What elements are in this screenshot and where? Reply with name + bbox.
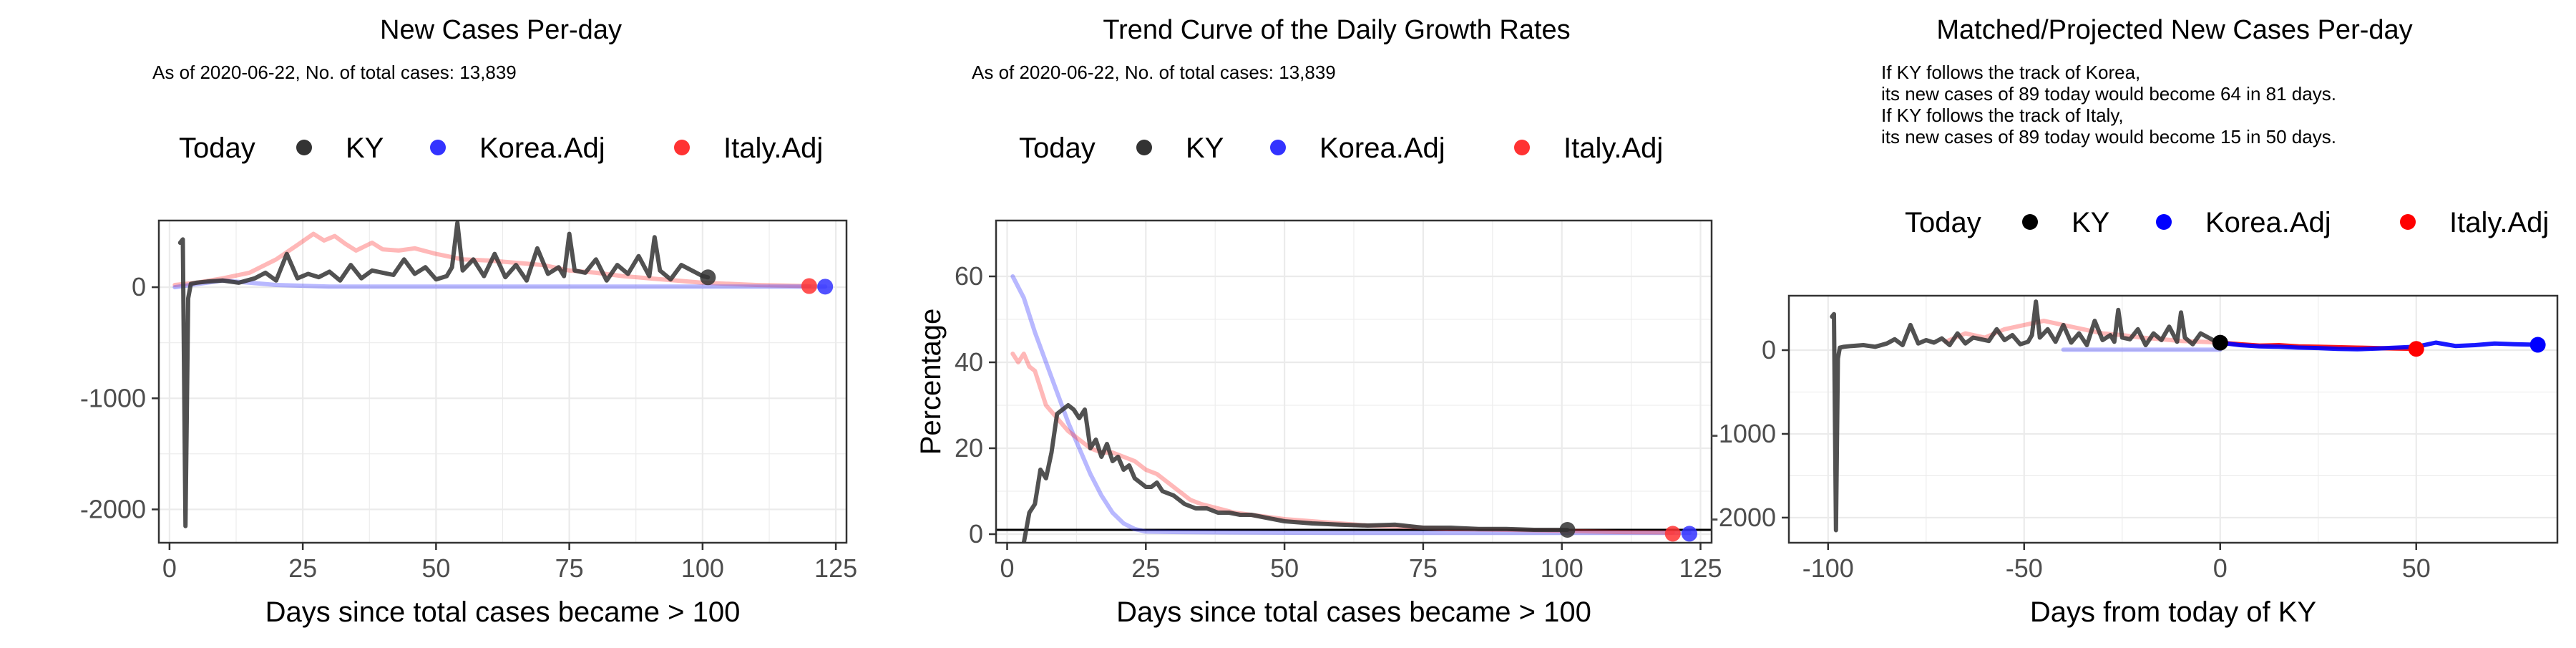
legend-label: Italy.Adj <box>1563 132 1663 164</box>
x-tick-label: 25 <box>1131 553 1160 583</box>
legend-key <box>1270 140 1286 155</box>
legend-key <box>2022 214 2038 230</box>
x-tick-label: 0 <box>1000 553 1014 583</box>
chart-title: Trend Curve of the Daily Growth Rates <box>1103 15 1570 45</box>
legend-key <box>1136 140 1152 155</box>
endpoint-marker <box>817 279 834 295</box>
x-tick-label: 0 <box>162 553 177 583</box>
x-tick-label: -100 <box>1802 553 1854 583</box>
y-tick-label: -2000 <box>80 494 146 523</box>
legend-title: Today <box>179 132 255 164</box>
x-axis-label: Days from today of KY <box>2030 596 2316 628</box>
legend-title: Today <box>1019 132 1096 164</box>
chart-subtitle-line: If KY follows the track of Korea, <box>1881 62 2140 83</box>
chart-legend: Today KY Korea.Adj Italy.Adj <box>179 132 823 164</box>
x-tick-label: 75 <box>1409 553 1438 583</box>
chart-panel-3: Matched/Projected New Cases Per-day If KY… <box>1710 15 2559 628</box>
x-tick-label: 25 <box>288 553 317 583</box>
series-line-ky <box>1021 403 1570 543</box>
panel-border <box>1787 294 2559 544</box>
x-tick-label: 50 <box>1270 553 1299 583</box>
x-tick-label: 125 <box>814 553 857 583</box>
grid-lines <box>159 221 847 543</box>
axes: 0 25 50 75 100 125 0 20 40 60 Days since total cas… <box>915 261 1722 628</box>
legend-label: Korea.Adj <box>479 132 605 164</box>
legend-label: KY <box>1186 132 1224 164</box>
endpoint-marker <box>2408 341 2424 357</box>
series-group <box>1830 299 2540 533</box>
y-tick-label: 60 <box>955 261 983 291</box>
endpoint-marker <box>1664 526 1681 542</box>
x-tick-label: 100 <box>1541 553 1584 583</box>
panel-border <box>157 219 848 544</box>
endpoint-marker <box>2529 337 2546 353</box>
legend-label: Italy.Adj <box>723 132 823 164</box>
legend-label: Korea.Adj <box>1319 132 1445 164</box>
endpoint-marker <box>2212 334 2228 351</box>
x-tick-label: 0 <box>2213 553 2228 583</box>
y-tick-label: 0 <box>132 272 146 301</box>
legend-label: KY <box>346 132 384 164</box>
series-group <box>1010 274 1692 543</box>
x-tick-label: 50 <box>2402 553 2431 583</box>
legend-label: Italy.Adj <box>2449 207 2549 238</box>
x-axis-label: Days since total cases became > 100 <box>1116 596 1591 628</box>
chart-legend: Today KY Korea.Adj Italy.Adj <box>1905 207 2549 238</box>
y-tick-label: -1000 <box>1710 419 1776 448</box>
series-line-koreaadjprojected <box>2218 340 2540 352</box>
chart-subtitle-line: its new cases of 89 today would become 6… <box>1881 83 2336 105</box>
grid-lines <box>1789 296 2557 543</box>
endpoint-marker <box>1681 526 1697 542</box>
x-axis-label: Days since total cases became > 100 <box>265 596 741 628</box>
grid-lines <box>996 221 1712 543</box>
chart-subtitle: As of 2020-06-22, No. of total cases: 13… <box>972 62 1336 83</box>
chart-panel-2: Trend Curve of the Daily Growth Rates As … <box>915 15 1722 628</box>
series-line-ky <box>1830 299 2223 533</box>
axes: 0 25 50 75 100 125 0 -1000 -2000 Days since total… <box>80 272 857 628</box>
endpoint-marker <box>1559 522 1576 538</box>
chart-legend: Today KY Korea.Adj Italy.Adj <box>1019 132 1663 164</box>
y-tick-label: 0 <box>969 519 983 548</box>
chart-subtitle: As of 2020-06-22, No. of total cases: 13… <box>152 62 517 83</box>
x-tick-label: 100 <box>681 553 724 583</box>
legend-key <box>2400 214 2416 230</box>
legend-key <box>1514 140 1530 155</box>
series-line-koreaadj <box>1010 274 1692 536</box>
series-line-ky <box>177 221 711 528</box>
legend-label: KY <box>2072 207 2109 238</box>
chart-title: Matched/Projected New Cases Per-day <box>1936 15 2412 45</box>
legend-label: Korea.Adj <box>2205 207 2331 238</box>
y-axis-label: Percentage <box>915 309 947 455</box>
x-tick-label: 75 <box>555 553 584 583</box>
chart-subtitle-line: If KY follows the track of Italy, <box>1881 105 2124 126</box>
endpoint-marker <box>700 269 716 286</box>
y-tick-label: -2000 <box>1710 503 1776 532</box>
chart-panel-1: New Cases Per-day As of 2020-06-22, No. o… <box>80 15 857 628</box>
legend-key <box>296 140 312 155</box>
legend-title: Today <box>1905 207 1981 238</box>
x-tick-label: 50 <box>421 553 450 583</box>
panel-border <box>995 219 1713 544</box>
y-tick-label: 40 <box>955 347 983 377</box>
y-tick-label: -1000 <box>80 383 146 412</box>
y-tick-label: 20 <box>955 433 983 463</box>
chart-title: New Cases Per-day <box>380 15 622 45</box>
x-tick-label: 125 <box>1679 553 1722 583</box>
y-tick-label: 0 <box>1762 335 1776 364</box>
legend-key <box>430 140 446 155</box>
axes: -100 -50 0 50 0 -1000 -2000 Days from today of … <box>1710 335 2431 628</box>
series-group <box>172 221 828 528</box>
x-tick-label: -50 <box>2006 553 2043 583</box>
legend-key <box>674 140 690 155</box>
chart-subtitle-line: its new cases of 89 today would become 1… <box>1881 126 2336 148</box>
series-line-italyadj <box>172 231 811 289</box>
endpoint-marker <box>801 278 817 294</box>
legend-key <box>2156 214 2172 230</box>
